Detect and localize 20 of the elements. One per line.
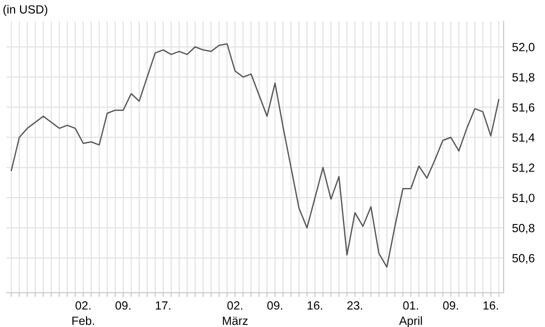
x-tick-label: 09. <box>267 301 282 310</box>
y-tick-label: 50,8 <box>512 224 534 234</box>
y-tick-label: 51,2 <box>512 164 534 174</box>
x-tick-label: 02. März <box>222 301 248 325</box>
x-tick-label: 09. <box>443 301 458 310</box>
line-series <box>10 43 500 268</box>
y-tick-label: 51,8 <box>512 73 534 83</box>
y-tick-label: 52,0 <box>512 42 534 53</box>
x-tick-label: 16. <box>483 301 498 310</box>
y-tick-label: 51,6 <box>512 103 534 113</box>
x-tick-label: 16. <box>308 301 322 310</box>
chart-title: (in USD) <box>3 4 48 16</box>
y-tick-label: 50,6 <box>512 254 534 264</box>
x-tick-label: 17. <box>156 301 170 310</box>
x-tick-label: 09. <box>115 301 130 310</box>
x-tick-label: 02. Feb. <box>72 301 94 325</box>
y-tick-label: 51,0 <box>512 194 534 204</box>
x-tick-label: 23. <box>347 301 362 310</box>
y-tick-label: 51,4 <box>512 134 535 144</box>
x-tick-label: 01. April <box>399 301 422 327</box>
